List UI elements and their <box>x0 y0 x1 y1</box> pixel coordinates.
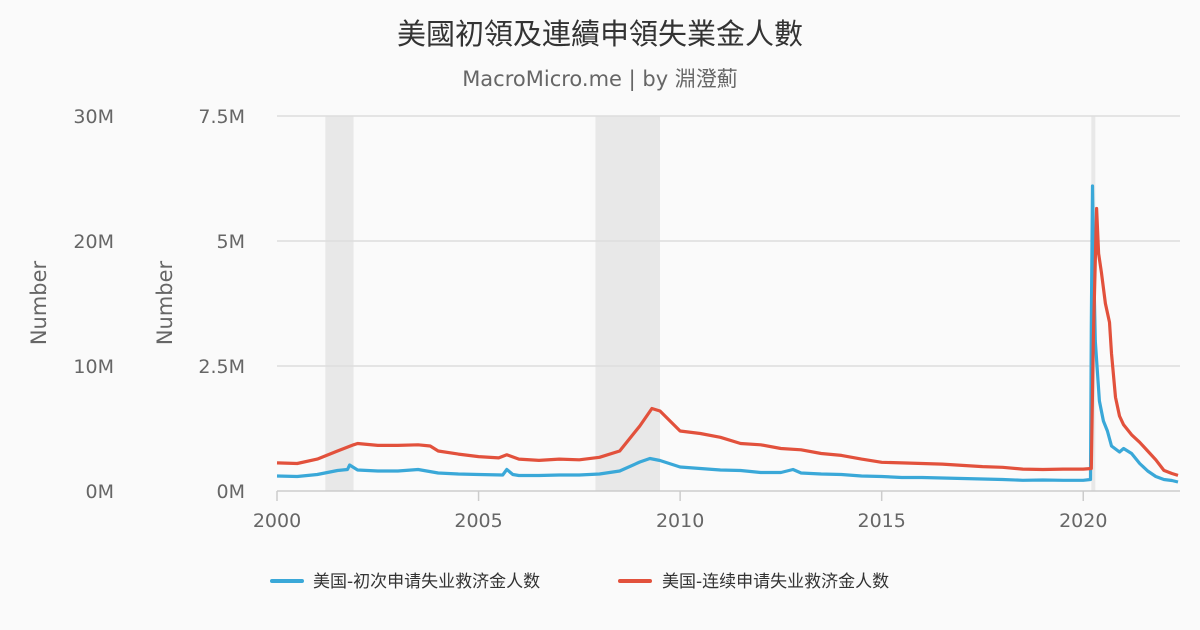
x-axis-tick-label: 2015 <box>858 510 906 532</box>
series-line-0 <box>276 184 1179 484</box>
x-axis-ticks: 2000 2005 2010 2015 2020 <box>253 491 1107 532</box>
recession-band-1 <box>595 116 660 491</box>
recession-band-0 <box>325 116 354 491</box>
series-lines <box>276 184 1179 484</box>
left-axis-title: Number <box>27 260 51 345</box>
right-axis-title: Number <box>153 260 177 345</box>
left-axis-tick-label: 0M <box>86 481 114 503</box>
left-axis-ticks: 0M 10M 20M 30M <box>73 106 114 503</box>
gridlines <box>277 115 1180 492</box>
legend: 美国-初次申请失业救济金人数 美国-连续申请失业救济金人数 <box>270 572 889 592</box>
right-axis-ticks: 0M 2.5M 5M 7.5M <box>198 106 245 503</box>
right-axis-tick-label: 0M <box>217 481 245 503</box>
x-axis-tick-label: 2020 <box>1059 510 1107 532</box>
legend-label-continuing-claims: 美国-连续申请失业救济金人数 <box>662 572 889 592</box>
legend-item-initial-claims[interactable]: 美国-初次申请失业救济金人数 <box>270 572 540 592</box>
x-axis-tick-label: 2005 <box>454 510 502 532</box>
x-axis-tick-label: 2000 <box>253 510 301 532</box>
chart-subtitle: MacroMicro.me | by 淵澄薊 <box>462 67 738 92</box>
right-axis-tick-label: 2.5M <box>198 356 245 378</box>
right-axis-tick-label: 5M <box>217 231 245 253</box>
left-axis-tick-label: 10M <box>73 356 114 378</box>
left-axis-tick-label: 20M <box>73 231 114 253</box>
x-axis-tick-label: 2010 <box>656 510 704 532</box>
legend-label-initial-claims: 美国-初次申请失业救济金人数 <box>313 572 540 592</box>
series-line-1 <box>276 206 1179 477</box>
right-axis-tick-label: 7.5M <box>198 106 245 128</box>
left-axis-tick-label: 30M <box>73 106 114 128</box>
chart-title: 美國初領及連續申領失業金人數 <box>397 17 803 51</box>
legend-item-continuing-claims[interactable]: 美国-连续申请失业救济金人数 <box>618 572 889 592</box>
